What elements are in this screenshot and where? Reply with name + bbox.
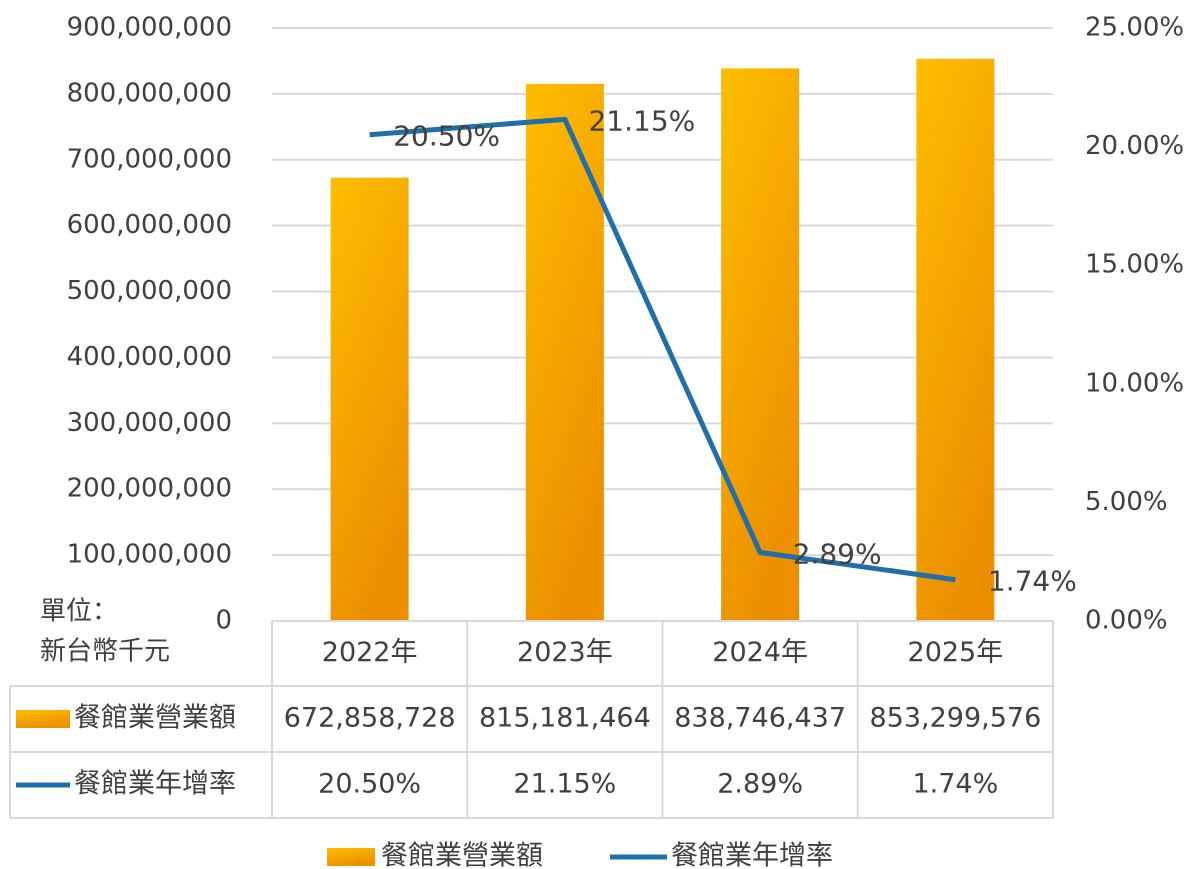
line xyxy=(369,116,956,583)
table-cell: 1.74% xyxy=(912,769,998,800)
data-label: 2.89% xyxy=(793,537,882,570)
y-tick-label: 0 xyxy=(215,606,232,636)
data-label: 21.15% xyxy=(588,104,695,137)
data-label: 20.50% xyxy=(393,120,500,153)
y-tick-label: 500,000,000 xyxy=(67,276,232,306)
bar xyxy=(916,58,995,622)
y-tick-label: 600,000,000 xyxy=(67,210,232,240)
table-cell: 838,746,437 xyxy=(674,703,846,734)
table-series-name: 餐館業年增率 xyxy=(74,769,236,800)
table-cell: 21.15% xyxy=(513,769,616,800)
y-tick-label: 200,000,000 xyxy=(67,474,232,504)
legend-label: 餐館業營業額 xyxy=(381,841,543,869)
data-label: 1.74% xyxy=(988,565,1077,598)
y-tick-label: 700,000,000 xyxy=(67,144,232,174)
legend-key xyxy=(327,848,375,866)
y-tick-label: 800,000,000 xyxy=(67,78,232,108)
table-cell: 672,858,728 xyxy=(284,703,456,734)
bar xyxy=(330,177,409,621)
table-series-name: 餐館業營業額 xyxy=(74,703,236,734)
unit-label: 單位： xyxy=(40,597,118,627)
legend-key xyxy=(16,710,70,728)
y-tick-label: 300,000,000 xyxy=(67,408,232,438)
legend-label: 餐館業年增率 xyxy=(671,841,833,869)
x-tick-label: 2025年 xyxy=(908,637,1004,668)
unit-label: 新台幣千元 xyxy=(40,637,170,667)
x-tick-label: 2024年 xyxy=(712,637,808,668)
y-tick-label: 400,000,000 xyxy=(67,342,232,372)
bar xyxy=(721,68,800,621)
y-tick-label: 900,000,000 xyxy=(67,13,232,43)
x-tick-label: 2023年 xyxy=(517,637,613,668)
table-cell: 2.89% xyxy=(717,769,803,800)
x-tick-label: 2022年 xyxy=(322,637,418,668)
y2-tick-label: 10.00% xyxy=(1085,368,1184,398)
bar xyxy=(525,83,604,622)
table-cell: 853,299,576 xyxy=(869,703,1041,734)
table-cell: 815,181,464 xyxy=(479,703,651,734)
y-tick-label: 100,000,000 xyxy=(67,540,232,570)
y2-tick-label: 0.00% xyxy=(1085,606,1168,636)
y2-tick-label: 5.00% xyxy=(1085,487,1168,517)
table-cell: 20.50% xyxy=(318,769,421,800)
y2-tick-label: 20.00% xyxy=(1085,131,1184,161)
y2-tick-label: 15.00% xyxy=(1085,250,1184,280)
y2-tick-label: 25.00% xyxy=(1085,13,1184,43)
